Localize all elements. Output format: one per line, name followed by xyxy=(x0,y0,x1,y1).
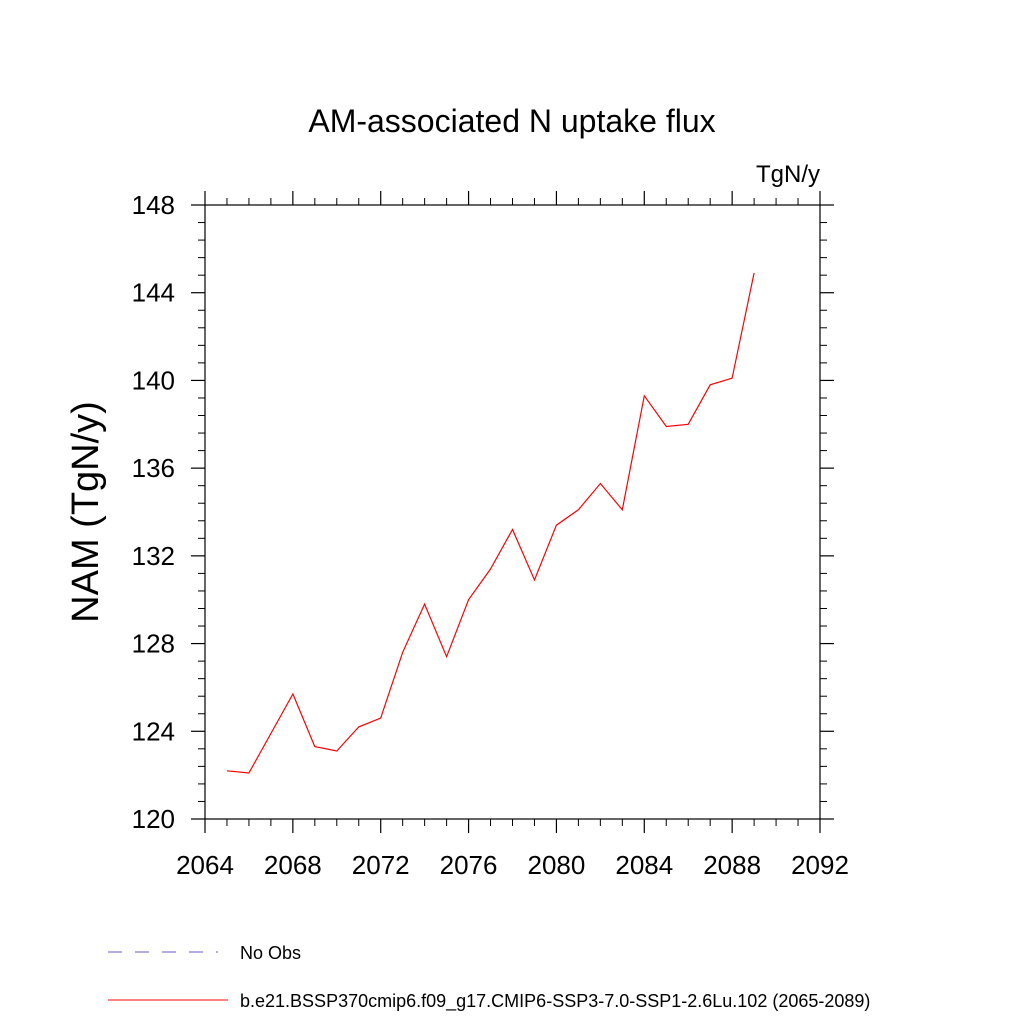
legend-label: b.e21.BSSP370cmip6.f09_g17.CMIP6-SSP3-7.… xyxy=(240,991,870,1012)
y-tick-label: 124 xyxy=(132,716,175,746)
plot-frame xyxy=(204,204,821,820)
series-line xyxy=(226,272,755,774)
legend-label: No Obs xyxy=(240,943,301,963)
x-tick-label: 2084 xyxy=(615,850,673,880)
y-tick-label: 140 xyxy=(132,365,175,395)
y-tick-label: 132 xyxy=(132,541,175,571)
x-tick-label: 2068 xyxy=(264,850,322,880)
y-tick-label: 120 xyxy=(132,804,175,834)
y-tick-label: 128 xyxy=(132,629,175,659)
axes: 2064 2068 2072 2076 2080 2084 2088 2092 120 124 12… xyxy=(132,190,849,880)
y-tick-label: 148 xyxy=(132,190,175,220)
x-tick-label: 2072 xyxy=(352,850,410,880)
chart-title: AM-associated N uptake flux xyxy=(308,103,715,139)
y-tick-label: 136 xyxy=(132,453,175,483)
x-tick-label: 2092 xyxy=(791,850,849,880)
y-tick-label: 144 xyxy=(132,278,175,308)
x-tick-label: 2080 xyxy=(528,850,586,880)
x-tick-label: 2088 xyxy=(703,850,761,880)
x-tick-label: 2064 xyxy=(176,850,234,880)
x-tick-label: 2076 xyxy=(440,850,498,880)
y-axis-title: NAM (TgN/y) xyxy=(65,401,107,623)
units-label: TgN/y xyxy=(756,161,820,188)
legend: No Obs b.e21.BSSP370cmip6.f09_g17.CMIP6-S… xyxy=(108,943,870,1012)
series-layer xyxy=(226,272,755,774)
